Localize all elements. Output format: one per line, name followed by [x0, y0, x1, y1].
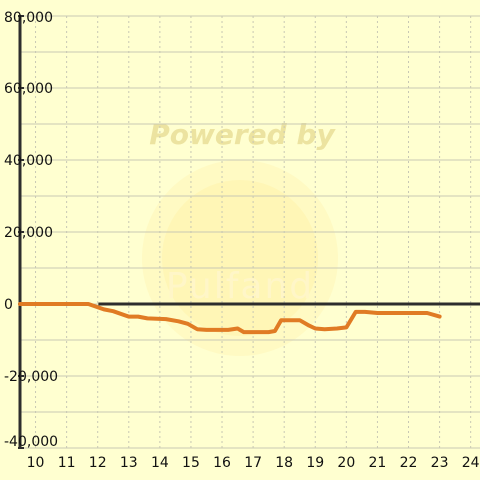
- y-tick-label: 80,000: [4, 10, 53, 26]
- watermark-brand: Pulfand: [166, 266, 314, 307]
- y-tick-label: 20,000: [4, 225, 53, 241]
- watermark-powered-by: Powered by: [149, 118, 336, 151]
- x-tick-label: 15: [182, 455, 200, 471]
- y-tick-label: 60,000: [4, 81, 53, 97]
- x-tick-label: 20: [337, 455, 355, 471]
- x-tick-label: 22: [400, 455, 418, 471]
- x-tick-label: 18: [275, 455, 293, 471]
- x-tick-label: 11: [58, 455, 76, 471]
- y-tick-label: 0: [4, 297, 13, 313]
- y-tick-label: 40,000: [4, 153, 53, 169]
- y-tick-label: -40,000: [4, 434, 58, 450]
- x-tick-label: 10: [27, 455, 45, 471]
- x-tick-label: 12: [89, 455, 107, 471]
- y-tick-label: -20,000: [4, 369, 58, 385]
- grid-lines: [20, 15, 480, 449]
- x-tick-label: 23: [431, 455, 449, 471]
- x-tick-label: 21: [369, 455, 387, 471]
- x-tick-label: 13: [120, 455, 138, 471]
- x-tick-label: 17: [244, 455, 262, 471]
- x-tick-label: 16: [213, 455, 231, 471]
- y-axis-tick-labels: -40,000 -20,000 0 20,000 40,000 60,000 80,000: [4, 10, 58, 450]
- series-group: [18, 302, 442, 335]
- x-tick-label: 14: [151, 455, 169, 471]
- x-tick-label: 19: [306, 455, 324, 471]
- series-line: [18, 302, 442, 335]
- x-tick-label: 24: [462, 455, 480, 471]
- x-axis-tick-labels: 10 11 12 13 14 15 16 17 18 19 20 21 22 23 24: [27, 455, 480, 471]
- axes: [18, 15, 24, 449]
